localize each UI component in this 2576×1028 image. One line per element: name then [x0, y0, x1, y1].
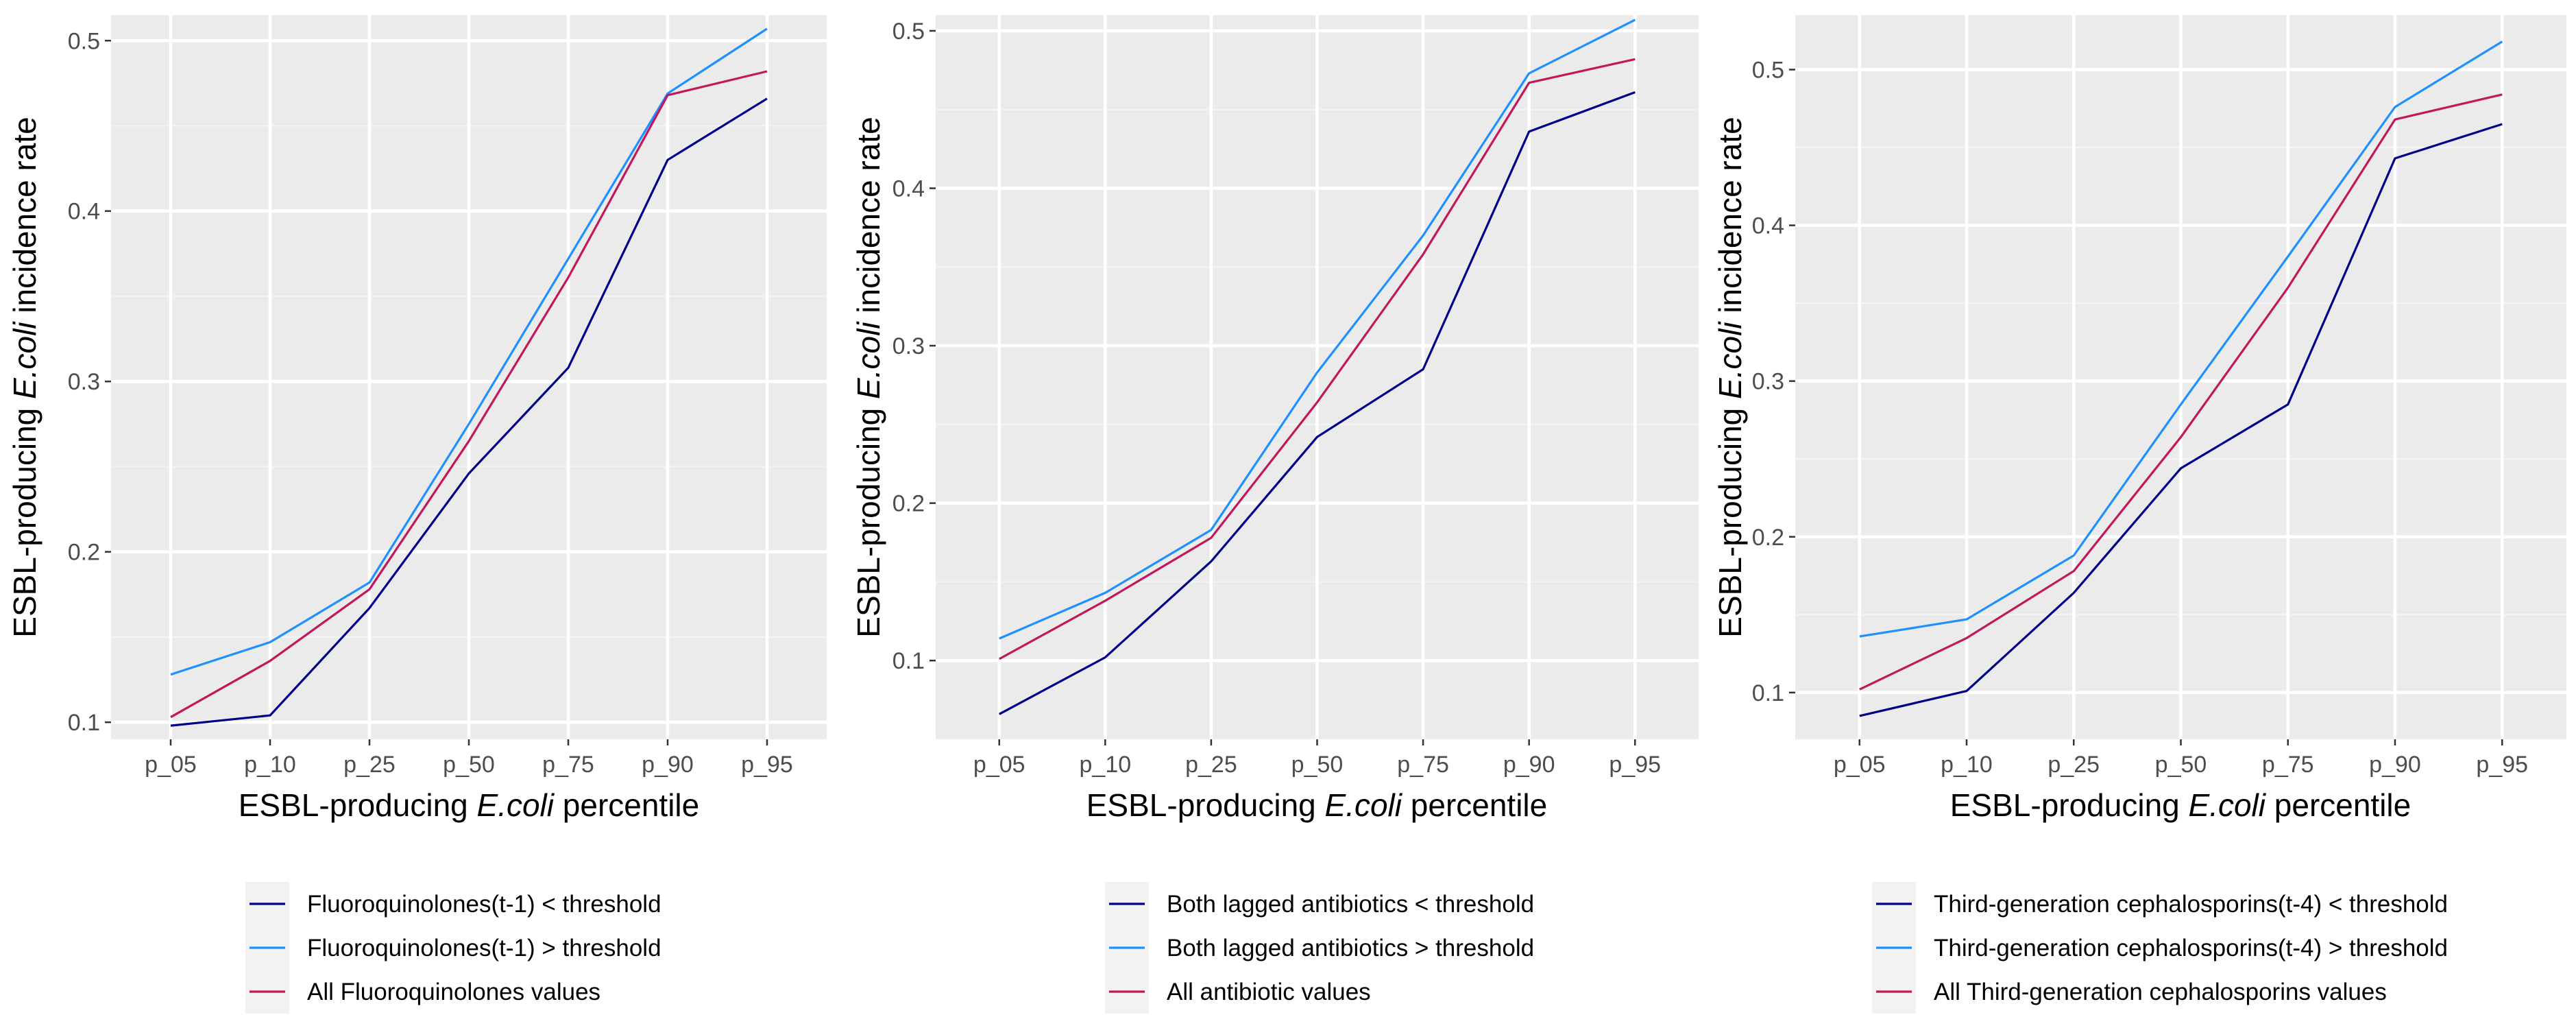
x-tick-label: p_10 [1080, 752, 1132, 778]
x-tick-label: p_95 [2476, 752, 2528, 778]
y-tick-label: 0.2 [68, 540, 100, 566]
y-tick-label: 0.3 [892, 333, 925, 359]
x-tick-label: p_25 [1185, 752, 1237, 778]
y-axis-title-italic: E.coli [7, 321, 42, 399]
x-tick-label: p_10 [244, 752, 296, 778]
x-tick-label: p_25 [2048, 752, 2100, 778]
x-tick-label: p_75 [1397, 752, 1449, 778]
y-axis-title-prefix: ESBL-producing [7, 399, 42, 638]
y-axis-title: ESBL-producing E.coli incidence rate [851, 117, 886, 637]
series-line-3 [1859, 93, 2503, 691]
legend-label: All Third-generation cephalosporins valu… [1934, 979, 2387, 1005]
y-tick-label: 0.4 [1752, 213, 1784, 239]
y-axis-title-suffix: incidence rate [7, 117, 42, 322]
series-line-1 [170, 97, 768, 727]
y-tick-label: 0.5 [68, 28, 100, 54]
y-axis-title-suffix: incidence rate [851, 117, 886, 322]
x-tick-label: p_90 [1503, 752, 1555, 778]
x-tick-label: p_05 [1834, 752, 1886, 778]
y-axis-title-italic: E.coli [851, 321, 886, 399]
y-axis-title-italic: E.coli [1712, 321, 1748, 399]
x-tick-label: p_95 [741, 752, 793, 778]
x-axis-title-suffix: percentile [1402, 787, 1547, 823]
y-tick-label: 0.5 [1752, 57, 1784, 83]
panel-1: 0.10.20.30.40.5p_05 p_10 p_25 p_50 p_75 p_90 p… [7, 15, 827, 1014]
legend-label: All Fluoroquinolones values [307, 979, 600, 1005]
x-tick-label: p_25 [343, 752, 396, 778]
y-tick-label: 0.1 [1752, 680, 1784, 706]
x-axis-title-italic: E.coli [2189, 787, 2267, 823]
y-tick-label: 0.2 [1752, 525, 1784, 551]
panel-2: 0.10.20.30.40.5p_05 p_10 p_25 p_50 p_75 p_90 p… [851, 15, 1699, 1014]
y-tick-label: 0.1 [68, 710, 100, 736]
y-tick-label: 0.3 [68, 369, 100, 395]
y-axis-title-prefix: ESBL-producing [851, 399, 886, 638]
x-tick-label: p_05 [973, 752, 1025, 778]
x-axis-title-prefix: ESBL-producing [239, 787, 477, 823]
series-line-1 [999, 91, 1636, 715]
legend: Third-generation cephalosporins(t-4) < t… [1872, 882, 2448, 1014]
legend: Both lagged antibiotics < threshold Both … [1105, 882, 1534, 1014]
legend: Fluoroquinolones(t-1) < threshold Fluoroq… [245, 882, 661, 1014]
x-axis-title-prefix: ESBL-producing [1950, 787, 2189, 823]
series-line-1 [1859, 123, 2503, 717]
legend-label: Fluoroquinolones(t-1) > threshold [307, 935, 661, 961]
legend-label: Third-generation cephalosporins(t-4) < t… [1934, 891, 2448, 918]
x-axis-title: ESBL-producing E.coli percentile [1086, 787, 1547, 823]
y-axis-title-prefix: ESBL-producing [1712, 399, 1748, 638]
series-line-3 [999, 58, 1636, 660]
x-axis-title: ESBL-producing E.coli percentile [239, 787, 699, 823]
y-tick-label: 0.2 [892, 491, 925, 517]
x-tick-label: p_05 [145, 752, 197, 778]
x-tick-label: p_50 [2155, 752, 2207, 778]
x-axis-title-suffix: percentile [2265, 787, 2411, 823]
x-tick-label: p_95 [1609, 752, 1661, 778]
x-tick-label: p_90 [642, 752, 694, 778]
x-tick-label: p_75 [542, 752, 594, 778]
y-axis-title-suffix: incidence rate [1712, 117, 1748, 322]
legend-label: All antibiotic values [1167, 979, 1371, 1005]
series-line-3 [170, 70, 768, 719]
series-line-2 [1859, 40, 2503, 638]
y-tick-label: 0.1 [892, 648, 925, 674]
x-tick-label: p_50 [1291, 752, 1344, 778]
y-tick-label: 0.3 [1752, 369, 1784, 395]
x-tick-label: p_50 [443, 752, 495, 778]
series-line-2 [170, 27, 768, 676]
panel-3: 0.10.20.30.40.5p_05 p_10 p_25 p_50 p_75 p_90 p… [1712, 15, 2566, 1014]
x-tick-label: p_10 [1941, 752, 1993, 778]
x-axis-title-italic: E.coli [477, 787, 555, 823]
x-axis-title-suffix: percentile [554, 787, 699, 823]
legend-label: Both lagged antibiotics < threshold [1167, 891, 1534, 918]
y-axis-title: ESBL-producing E.coli incidence rate [7, 117, 42, 637]
x-axis-title: ESBL-producing E.coli percentile [1950, 787, 2411, 823]
y-axis-title: ESBL-producing E.coli incidence rate [1712, 117, 1748, 637]
x-tick-label: p_75 [2262, 752, 2314, 778]
legend-label: Both lagged antibiotics > threshold [1167, 935, 1534, 961]
x-axis-title-italic: E.coli [1325, 787, 1403, 823]
x-axis-title-prefix: ESBL-producing [1086, 787, 1325, 823]
x-tick-label: p_90 [2369, 752, 2421, 778]
y-tick-label: 0.4 [892, 176, 925, 202]
y-tick-label: 0.5 [892, 19, 925, 45]
y-tick-label: 0.4 [68, 199, 100, 225]
legend-label: Fluoroquinolones(t-1) < threshold [307, 891, 661, 918]
series-line-2 [999, 19, 1636, 640]
legend-label: Third-generation cephalosporins(t-4) > t… [1934, 935, 2448, 961]
